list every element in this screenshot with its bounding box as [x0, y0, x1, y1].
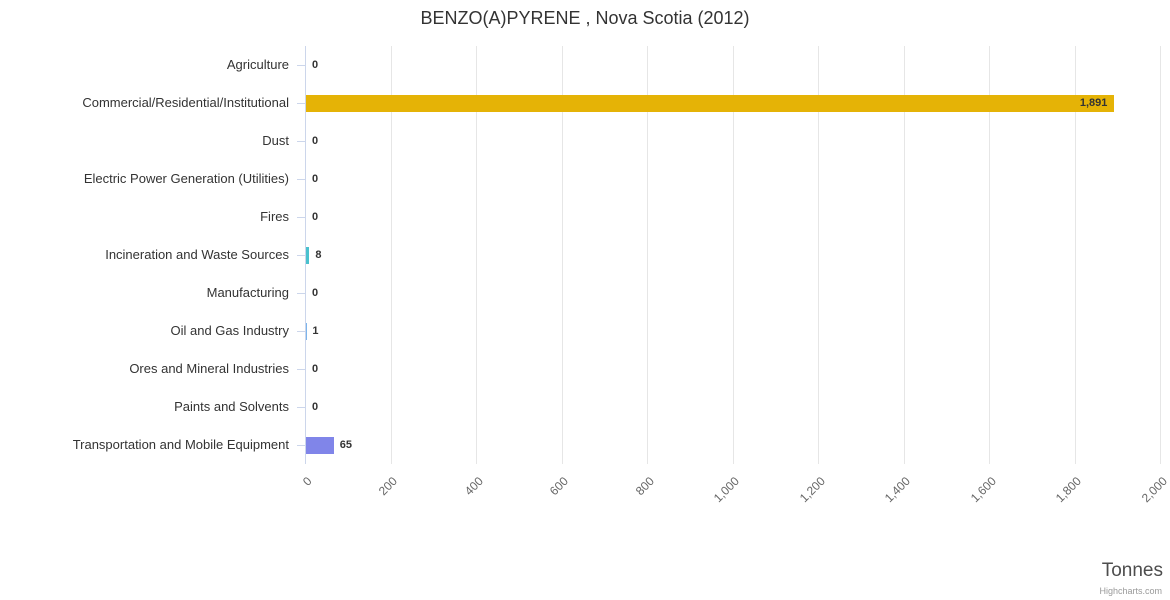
category-label: Oil and Gas Industry [170, 323, 290, 338]
x-axis-tick-label: 1,800 [1053, 474, 1085, 506]
value-label: 0 [312, 134, 319, 147]
value-label: 0 [312, 362, 319, 375]
x-axis-tick-label: 800 [632, 474, 657, 499]
x-axis-tick-label: 1,600 [967, 474, 999, 506]
x-gridline [732, 46, 734, 464]
category-label: Paints and Solvents [174, 399, 289, 414]
category-tick [297, 103, 305, 104]
x-gridline [1160, 46, 1161, 464]
x-axis-tick-label: 0 [300, 474, 315, 489]
category-label: Commercial/Residential/Institutional [82, 95, 289, 110]
category-label: Ores and Mineral Industries [129, 361, 289, 376]
category-tick [297, 65, 305, 66]
bar[interactable] [306, 246, 310, 264]
x-axis-tick-label: 1,000 [711, 474, 743, 506]
category-tick [297, 407, 305, 408]
x-axis-tick-label: 2,000 [1138, 474, 1170, 506]
value-label: 1,891 [1079, 96, 1108, 109]
category-label: Electric Power Generation (Utilities) [83, 171, 289, 186]
category-tick [297, 141, 305, 142]
x-gridline [390, 46, 392, 464]
category-tick [297, 255, 305, 256]
category-tick [297, 369, 305, 370]
category-label: Manufacturing [206, 285, 289, 300]
x-gridline [903, 46, 905, 464]
value-label: 0 [312, 400, 319, 413]
x-axis-tick-label: 1,400 [882, 474, 914, 506]
highcharts-credit[interactable]: Highcharts.com [1099, 586, 1162, 596]
bar[interactable] [306, 94, 1115, 112]
category-axis-line [305, 46, 306, 464]
x-axis-tick-label: 600 [547, 474, 572, 499]
category-label: Incineration and Waste Sources [105, 247, 289, 262]
value-label: 0 [312, 286, 319, 299]
category-tick [297, 331, 305, 332]
value-label: 8 [315, 248, 322, 261]
x-axis-tick-label: 200 [376, 474, 401, 499]
value-label: 1 [312, 324, 319, 337]
value-label: 65 [339, 438, 353, 451]
chart-title: BENZO(A)PYRENE , Nova Scotia (2012) [420, 8, 750, 28]
x-gridline [1074, 46, 1076, 464]
x-gridline [989, 46, 990, 464]
category-label: Fires [260, 209, 289, 224]
category-tick [297, 293, 305, 294]
x-gridline [647, 46, 648, 464]
x-axis-tick-label: 400 [461, 474, 486, 499]
category-tick [297, 217, 305, 218]
value-label: 0 [312, 210, 319, 223]
category-label: Transportation and Mobile Equipment [72, 437, 289, 452]
category-tick [297, 445, 305, 446]
category-label: Dust [262, 133, 289, 148]
x-axis-tick-label: 1,200 [796, 474, 828, 506]
x-axis-title: Tonnes [1101, 560, 1163, 581]
bar[interactable] [306, 436, 334, 454]
category-tick [297, 179, 305, 180]
x-gridline [561, 46, 563, 464]
x-gridline [476, 46, 477, 464]
value-label: 0 [312, 58, 319, 71]
value-label: 0 [312, 172, 319, 185]
x-gridline [818, 46, 819, 464]
category-label: Agriculture [226, 57, 289, 72]
